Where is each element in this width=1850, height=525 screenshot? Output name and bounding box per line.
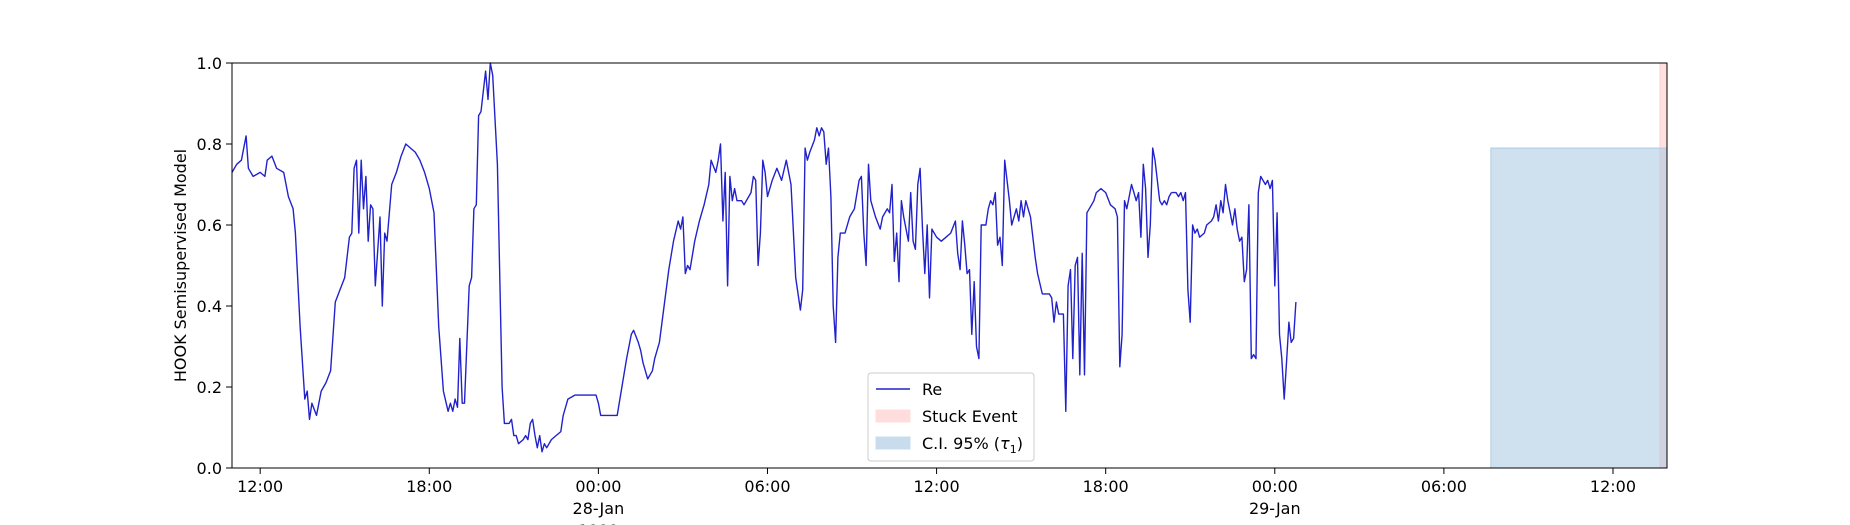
y-axis: 0.0 0.2 0.4 0.6 0.8 1.0 [197,54,232,478]
x-tick-date-label: 29-Jan [1249,499,1301,518]
legend: Re Stuck Event C.I. 95% (τ1) [867,372,1035,462]
x-tick-label: 06:00 [1421,477,1467,496]
region-c-i-95-1 [1490,147,1668,469]
legend-entry-3-label: C.I. 95% (τ1) [922,434,1023,456]
x-tick-label: 18:00 [406,477,452,496]
x-tick-year-label: 1999 [578,521,619,525]
series-line-re-2 [1171,175,1297,400]
y-tick-label: 0.0 [197,459,222,478]
y-tick-label: 1.0 [197,54,222,73]
x-tick-label: 00:00 [1252,477,1298,496]
legend-entry-2-swatch [875,409,911,423]
series-line-re-1 [231,62,1173,453]
y-axis-label: HOOK Semisupervised Model [171,149,190,382]
y-tick-label: 0.2 [197,378,222,397]
x-tick-label: 00:00 [575,477,621,496]
legend-entry-2-label: Stuck Event [922,407,1018,426]
legend-entry-3-swatch [875,436,911,450]
series-lines [231,62,1297,453]
x-axis: 12:00 18:00 00:00 28-Jan 1999 06:00 12:00 18:00… [237,468,1636,525]
x-tick-label: 06:00 [744,477,790,496]
x-tick-date-label: 28-Jan [573,499,625,518]
y-tick-label: 0.6 [197,216,222,235]
y-tick-label: 0.8 [197,135,222,154]
x-tick-label: 12:00 [914,477,960,496]
x-tick-label: 12:00 [1590,477,1636,496]
legend-entry-1-label: Re [922,380,942,399]
shaded-regions [1490,62,1668,469]
plot-frame [231,62,1668,469]
x-tick-label: 12:00 [237,477,283,496]
x-tick-label: 18:00 [1083,477,1129,496]
y-tick-label: 0.4 [197,297,222,316]
